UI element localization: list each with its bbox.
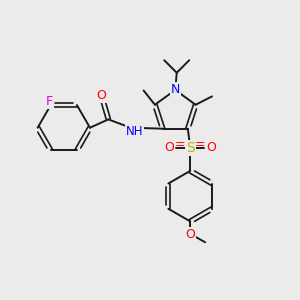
Text: =: = <box>195 138 205 151</box>
Text: F: F <box>46 95 53 108</box>
Text: =: = <box>175 138 186 151</box>
Text: NH: NH <box>126 125 143 138</box>
Text: O: O <box>185 228 195 241</box>
Text: O: O <box>164 142 174 154</box>
Text: O: O <box>206 142 216 154</box>
Text: S: S <box>186 141 195 155</box>
Text: N: N <box>171 83 180 96</box>
Text: O: O <box>97 88 106 101</box>
